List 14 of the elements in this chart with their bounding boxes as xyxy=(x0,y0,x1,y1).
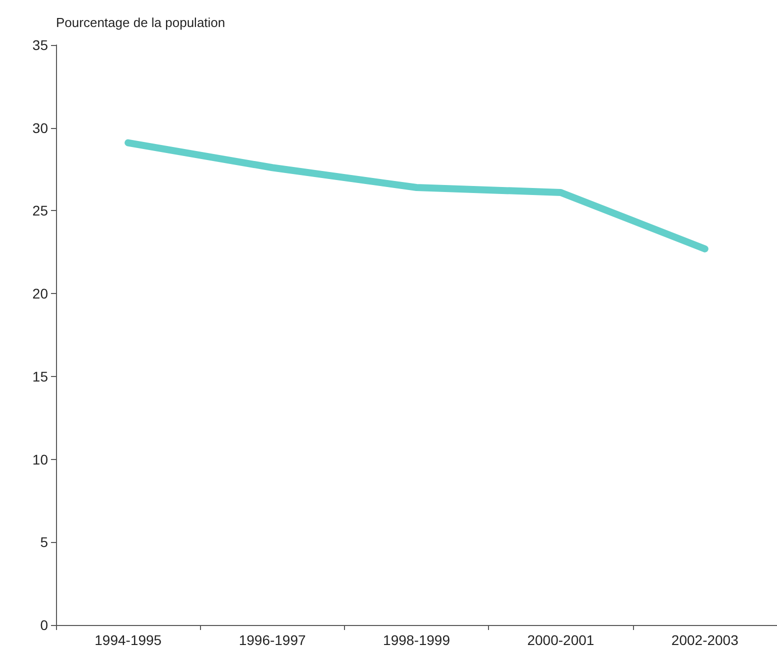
x-tick-label: 1998-1999 xyxy=(383,632,450,648)
y-tick-label: 15 xyxy=(32,368,48,384)
x-tick-label: 2002-2003 xyxy=(671,632,739,648)
y-tick-label: 5 xyxy=(40,534,48,550)
x-tick-label: 1994-1995 xyxy=(94,632,162,648)
y-tick-label: 30 xyxy=(32,120,48,136)
y-tick-label: 10 xyxy=(32,451,48,468)
y-tick-label: 25 xyxy=(32,202,48,219)
y-tick-label: 35 xyxy=(32,37,48,53)
y-tick-label: 0 xyxy=(40,617,48,633)
y-axis-title: Pourcentage de la population xyxy=(56,15,226,30)
y-tick-label: 20 xyxy=(32,286,48,302)
x-tick-label: 2000-2001 xyxy=(527,632,594,648)
x-tick-label: 1996-1997 xyxy=(238,632,306,648)
